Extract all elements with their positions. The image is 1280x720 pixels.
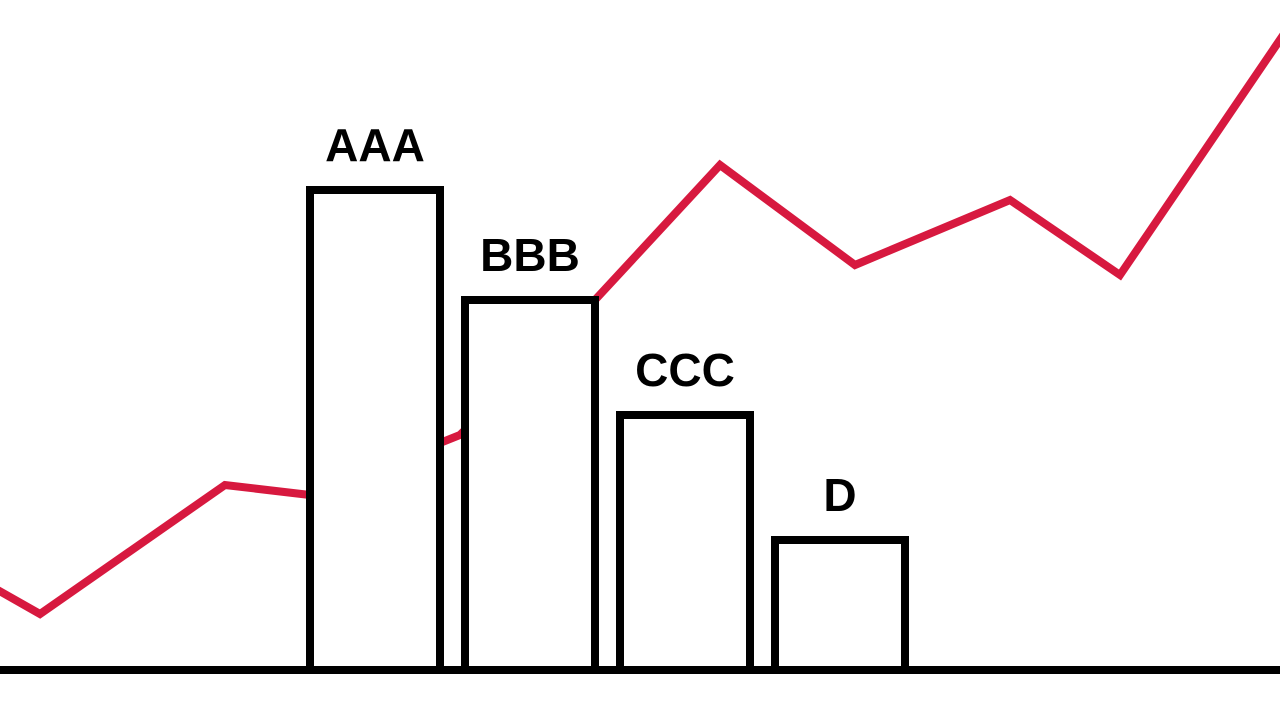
bar-label: CCC <box>635 343 735 397</box>
bar <box>775 540 905 670</box>
bar <box>310 190 440 670</box>
bar-label: AAA <box>325 118 425 172</box>
bar <box>620 415 750 670</box>
bar <box>465 300 595 670</box>
rating-chart: AAA BBB CCC D <box>0 0 1280 720</box>
bar-label: D <box>823 468 856 522</box>
bar-label: BBB <box>480 228 580 282</box>
